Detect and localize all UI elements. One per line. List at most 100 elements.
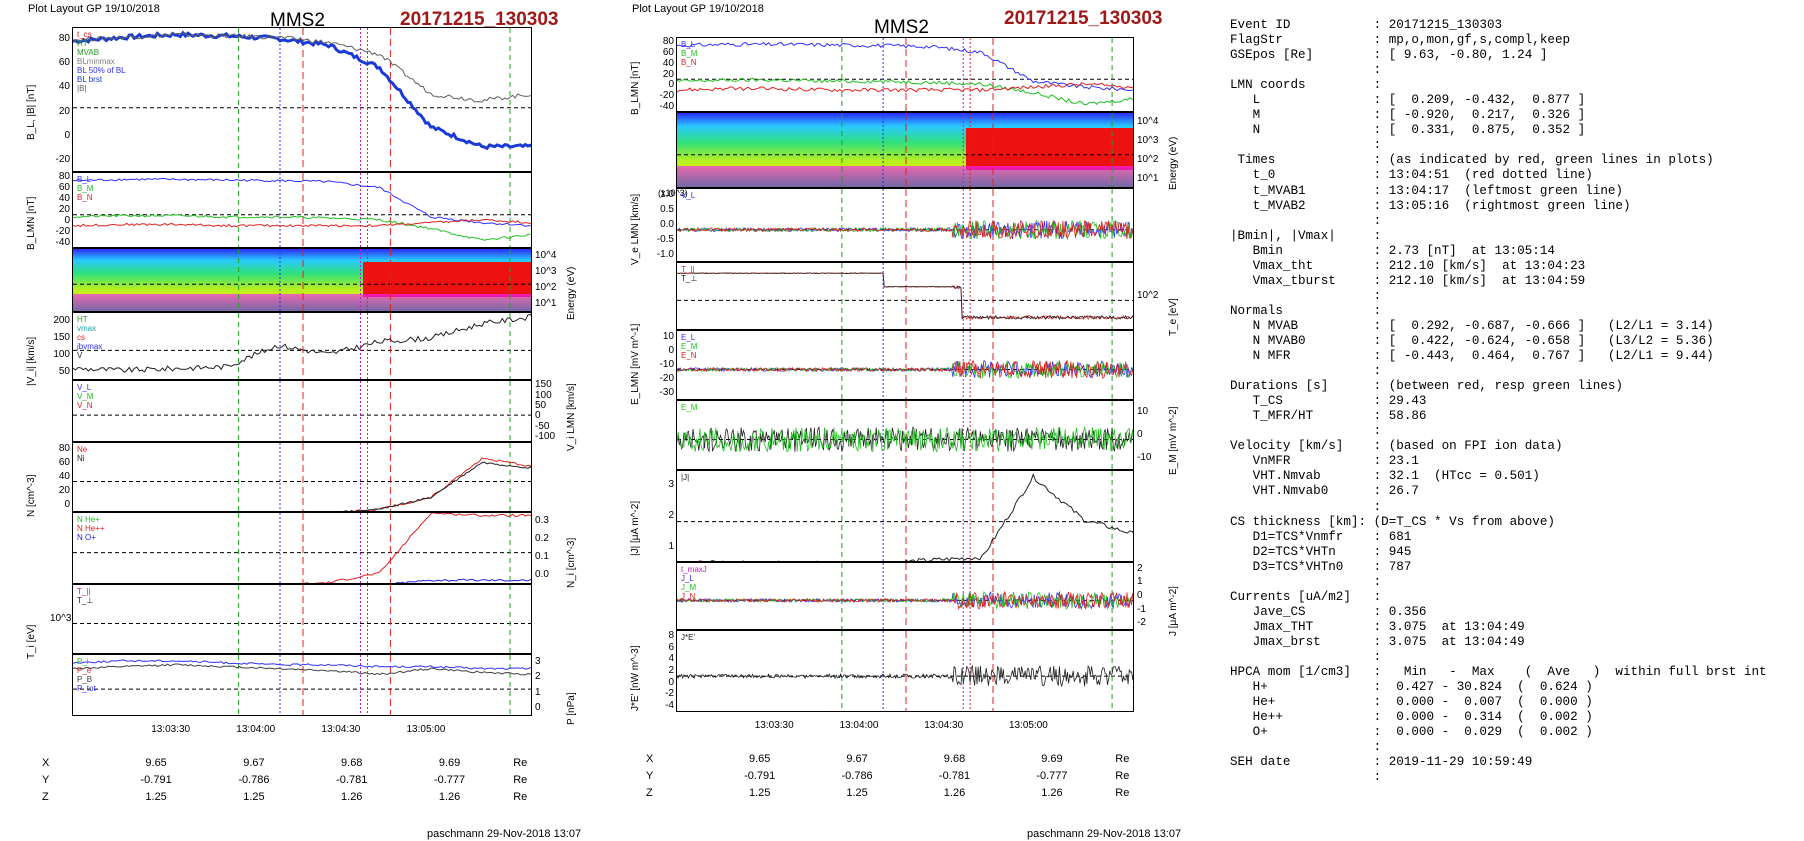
left-panel-6-plot xyxy=(73,513,531,583)
left-panel-6: N He+ N He++ N O+ xyxy=(72,512,532,584)
left-legend-item: MVAB xyxy=(77,48,100,57)
middle-panel-6-legend: |J| xyxy=(681,473,689,482)
info-line: Velocity [km/s] : (based on FPI ion data… xyxy=(1230,439,1563,454)
middle-panel-4-legend: E_L E_M E_N xyxy=(681,333,697,360)
middle-ytick-right: 2 xyxy=(1137,562,1143,574)
left-ytick: 10^3 xyxy=(50,613,72,624)
middle-trace-2-1 xyxy=(677,219,1133,240)
info-line: Times : (as indicated by red, green line… xyxy=(1230,153,1714,168)
middle-trace-3-1 xyxy=(677,272,1133,321)
middle-panel-0-legend: B_L B_M B_N xyxy=(681,40,697,67)
middle-panel-8-plot xyxy=(677,631,1133,711)
middle-trace-7-0 xyxy=(677,590,1133,611)
left-time-tick: 13:04:00 xyxy=(236,724,276,735)
left-legend-item: cs xyxy=(77,333,85,342)
middle-panel-1-plot xyxy=(677,113,1133,187)
left-coords-cell: 9.69 xyxy=(438,756,461,769)
left-legend-item: BL 50% of BL xyxy=(77,66,126,75)
middle-series-|J| xyxy=(698,473,1133,561)
middle-trace-5-1 xyxy=(677,426,1133,453)
middle-panel-5-plot xyxy=(677,401,1133,469)
middle-coords-row: Z 1.25 1.25 1.26 1.26 Re xyxy=(646,784,1144,801)
left-legend-item: t_cs xyxy=(77,30,92,39)
left-panel-3: HT vmax cs jbvmax V xyxy=(72,312,532,380)
left-panel-4: V_L V_M V_N xyxy=(72,380,532,442)
left-panel-3-plot xyxy=(73,313,531,379)
middle-series-B_N xyxy=(677,81,1133,93)
left-panel-6-legend: N He+ N He++ N O+ xyxy=(77,515,105,542)
left-ytick: 100 xyxy=(53,348,70,360)
middle-ytick: 0 xyxy=(668,79,674,91)
middle-coords-row: X 9.65 9.67 9.68 9.69 Re xyxy=(646,750,1144,767)
left-ytick: 0 xyxy=(64,129,70,141)
middle-time-tick: 13:03:30 xyxy=(754,720,794,731)
middle-coords-cell: 9.68 xyxy=(943,752,966,765)
left-coords-cell: -0.786 xyxy=(238,773,270,786)
left-series-P_tot xyxy=(73,659,531,670)
info-line: Jmax_brst : 3.075 at 13:04:49 xyxy=(1230,634,1525,649)
left-ylabel: T_i [eV] xyxy=(26,624,37,659)
info-line: He+ : 0.000 - 0.007 ( 0.000 ) xyxy=(1230,695,1593,710)
left-coords-cell: Z xyxy=(42,790,49,803)
left-panel-2-plot xyxy=(73,249,531,311)
middle-ylabel: V_e LMN [km/s] xyxy=(630,193,641,265)
middle-ylabel-right: Energy (eV) xyxy=(1168,136,1179,190)
middle-ytick: 2 xyxy=(668,510,674,521)
info-line: LMN coords : xyxy=(1230,78,1382,93)
info-line: N MVAB0 : [ 0.422, -0.624, -0.658 ] (L3/… xyxy=(1230,333,1714,348)
left-legend-item: N He++ xyxy=(77,524,105,533)
info-line: : xyxy=(1230,213,1382,228)
middle-panel-8-legend: J*E' xyxy=(681,633,695,642)
info-line: Currents [uA/m2] : xyxy=(1230,589,1382,604)
left-ytick-right: 100 xyxy=(535,389,552,401)
left-time-tick: 13:05:00 xyxy=(406,724,446,735)
left-coords-cell: Re xyxy=(513,756,528,769)
middle-legend-item: t_maxJ xyxy=(681,565,707,574)
middle-legend-item: J_L xyxy=(681,574,694,583)
middle-ytick: 0.5 xyxy=(660,204,674,216)
middle-ytick: 4 xyxy=(668,653,674,665)
info-line: : xyxy=(1230,288,1382,303)
left-coords-cell: X xyxy=(42,756,50,769)
left-ytick-right: 10^2 xyxy=(535,282,557,293)
middle-series-B_L xyxy=(677,41,1133,92)
left-ytick: -20 xyxy=(55,153,70,165)
left-footer: paschmann 29-Nov-2018 13:07 xyxy=(427,828,582,840)
left-ytick: 0 xyxy=(64,214,70,226)
info-line: H+ : 0.427 - 30.824 ( 0.624 ) xyxy=(1230,680,1593,695)
left-ytick: 80 xyxy=(58,443,70,454)
middle-panel-4-plot xyxy=(677,331,1133,399)
info-line: : xyxy=(1230,63,1382,78)
middle-coords-cell: -0.786 xyxy=(841,769,873,782)
middle-ytick: 40 xyxy=(662,57,674,69)
middle-coords-cell: -0.781 xyxy=(938,769,971,782)
left-panel-8: P_i P_e P_B P_tot xyxy=(72,654,532,716)
middle-coords-cell: X xyxy=(646,752,654,765)
left-series-V xyxy=(73,313,531,373)
info-line: SEH date : 2019-11-29 10:59:49 xyxy=(1230,755,1533,770)
info-line: Vmax_tht : 212.10 [km/s] at 13:04:23 xyxy=(1230,258,1586,273)
middle-time-tick: 13:05:00 xyxy=(1008,720,1048,731)
left-coords-row: X 9.65 9.67 9.68 9.69 Re xyxy=(42,754,542,771)
middle-legend-item: B_M xyxy=(681,49,698,58)
info-line: : xyxy=(1230,364,1382,379)
left-ylabel-right: V_i LMN [km/s] xyxy=(566,383,577,451)
middle-ytick: 6 xyxy=(668,641,674,653)
middle-ytick: -40 xyxy=(659,100,674,112)
left-panel-1: B_L B_M B_N xyxy=(72,172,532,248)
left-coords-row: Y -0.791 -0.786 -0.781 -0.777 Re xyxy=(42,771,542,788)
middle-legend-item: T_|| xyxy=(681,265,695,274)
middle-legend-item: E_M xyxy=(681,342,698,351)
middle-event-id: 20171215_130303 xyxy=(1004,8,1163,29)
middle-ytick: 0 xyxy=(668,345,674,356)
middle-coords-cell: Y xyxy=(646,769,654,782)
middle-time-tick: 13:04:30 xyxy=(924,720,964,731)
left-legend-item: P_e xyxy=(77,666,92,675)
info-line: N MVAB : [ 0.292, -0.687, -0.666 ] (L2/L… xyxy=(1230,318,1714,333)
left-ytick: -20 xyxy=(55,225,70,237)
middle-ytick: -30 xyxy=(659,387,674,398)
left-ylabel-right: P [nPa] xyxy=(566,692,577,725)
middle-legend-item: E_N xyxy=(681,351,697,360)
left-ytick-right: 1 xyxy=(535,686,541,698)
info-line: : xyxy=(1230,574,1382,589)
